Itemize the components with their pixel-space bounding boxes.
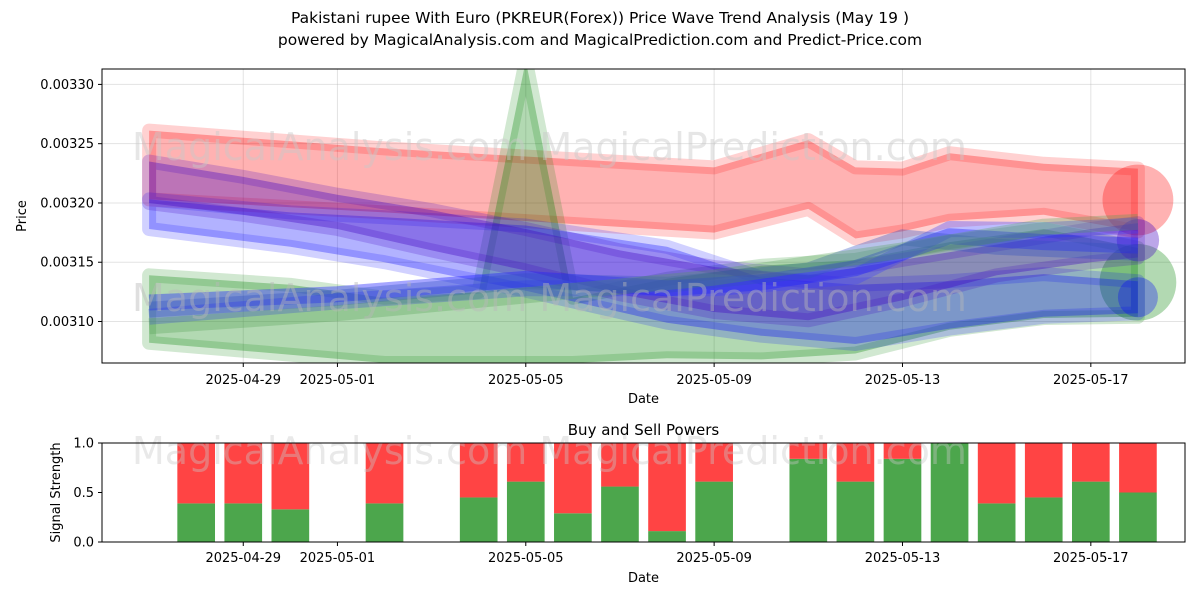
buy-bar [224,503,263,542]
wave-band-end-1 [1099,244,1177,321]
wave-band-2 [142,192,1145,351]
x-tick-label: 2025-05-09 [676,373,752,388]
x-tick-label: 2025-05-13 [865,373,941,388]
wave-band-0 [142,123,1145,246]
buy-bar [1024,497,1063,542]
price-axes-frame [101,68,1186,364]
wave-line-2 [148,229,1139,318]
buy-bar [601,486,639,542]
y-tick-label: 0.00330 [40,78,94,93]
buy-bar [1119,492,1157,542]
buy-bar [177,503,216,542]
buy-bar [459,497,498,542]
sell-bar [271,443,310,510]
y-tick-label: 0.00315 [40,256,94,271]
sell-bar [1119,443,1157,493]
signal-y-tick-label: 0.5 [73,486,94,501]
sell-bar [601,443,639,487]
sell-bar [459,443,498,498]
chart-subtitle: powered by MagicalAnalysis.com and Magic… [277,31,923,49]
buy-bar [789,458,828,542]
x-tick-label: 2025-05-05 [488,373,564,388]
signal-x-tick-label: 2025-05-05 [488,551,564,566]
buy-bar [506,481,545,542]
sell-bar [177,443,216,504]
signal-x-tick-label: 2025-05-01 [300,551,376,566]
chart-title: Pakistani rupee With Euro (PKREUR(Forex)… [290,9,910,27]
buy-bar [836,481,875,542]
wave-line-0 [148,217,1139,325]
signal-panel: MagicalAnalysis.com MagicalPrediction.co… [49,421,1186,586]
signal-chart-title: Buy and Sell Powers [568,421,720,439]
sell-bar [365,443,404,504]
buy-bar [648,531,686,542]
signal-y-tick-label: 1.0 [73,437,94,452]
x-tick-label: 2025-05-17 [1053,373,1129,388]
sell-bar [506,443,545,482]
x-tick-label: 2025-05-01 [300,373,376,388]
sell-bar [1071,443,1110,482]
y-axis-label: Price [15,200,30,232]
wave-band-1 [142,69,1145,363]
x-axis-label: Date [628,392,659,407]
sell-bar [224,443,263,504]
buy-bar [695,481,733,542]
y-tick-label: 0.00320 [40,196,94,211]
sell-bar [695,443,733,482]
sell-bar [883,443,922,459]
wave-line-3 [148,213,1139,335]
buy-bar [977,503,1016,542]
buy-bar [365,503,404,542]
signal-x-tick-label: 2025-04-29 [205,551,281,566]
buy-bar [883,458,922,542]
y-tick-label: 0.00325 [40,137,94,152]
watermark-text: MagicalAnalysis.com MagicalPrediction.co… [132,429,967,473]
sell-bar [977,443,1016,504]
sell-bar [1024,443,1063,498]
x-tick-label: 2025-04-29 [205,373,281,388]
wave-band-end-2 [1117,277,1158,318]
sell-bar [554,443,592,514]
watermark-text: MagicalAnalysis.com MagicalPrediction.co… [132,276,967,320]
wave-band-end-0 [1102,164,1174,236]
signal-y-tick-label: 0.0 [73,536,94,551]
signal-x-tick-label: 2025-05-13 [865,551,941,566]
sell-bar [836,443,875,482]
sell-bar [789,443,828,459]
wave-band-3 [142,154,1145,328]
price-grid [102,69,1185,363]
signal-x-axis-label: Date [628,571,659,586]
signal-y-axis-label: Signal Strength [49,442,64,542]
signal-x-tick-label: 2025-05-17 [1053,551,1129,566]
y-tick-label: 0.00310 [40,315,94,330]
buy-bar [271,509,310,542]
buy-bar [554,513,592,542]
wave-band-end-3 [1116,219,1160,262]
sell-bar [648,443,686,532]
wave-line-1 [148,228,1139,311]
price-panel: MagicalAnalysis.com MagicalPrediction.co… [15,68,1186,407]
watermark-text: MagicalAnalysis.com MagicalPrediction.co… [132,125,967,169]
buy-bar [930,443,969,542]
signal-x-tick-label: 2025-05-09 [676,551,752,566]
buy-bar [1071,481,1110,542]
price-plot-area [142,69,1177,363]
